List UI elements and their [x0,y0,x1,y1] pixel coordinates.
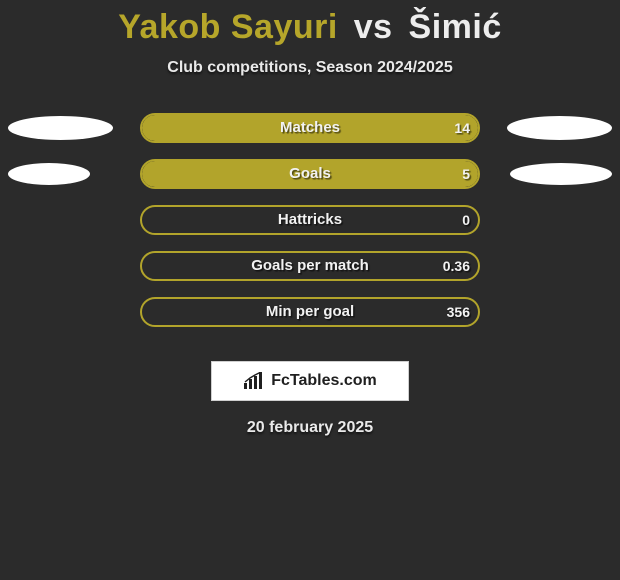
player2-marker [507,116,612,140]
stat-bar [140,159,480,189]
stat-row: Min per goal356 [0,297,620,343]
stat-bar [140,251,480,281]
stat-bar [140,205,480,235]
footer-date: 20 february 2025 [0,419,620,437]
stat-row: Matches14 [0,113,620,159]
stats-rows: Matches14Goals5Hattricks0Goals per match… [0,113,620,343]
stat-row: Goals per match0.36 [0,251,620,297]
stat-bar [140,113,480,143]
page-title: Yakob Sayuri vs Šimić [0,0,620,47]
player1-marker [8,116,113,140]
player2-name: Šimić [409,8,502,47]
player2-marker [510,163,612,185]
subtitle: Club competitions, Season 2024/2025 [0,59,620,77]
stat-bar-fill [142,115,478,141]
comparison-panel: Yakob Sayuri vs Šimić Club competitions,… [0,0,620,580]
stat-row: Hattricks0 [0,205,620,251]
vs-label: vs [354,8,393,47]
stat-bar [140,297,480,327]
stat-bar-fill [142,161,478,187]
player1-name: Yakob Sayuri [118,8,338,47]
player1-marker [8,163,90,185]
bars-icon [243,372,265,390]
stat-row: Goals5 [0,159,620,205]
brand-text: FcTables.com [271,372,377,390]
brand-box[interactable]: FcTables.com [211,361,409,401]
